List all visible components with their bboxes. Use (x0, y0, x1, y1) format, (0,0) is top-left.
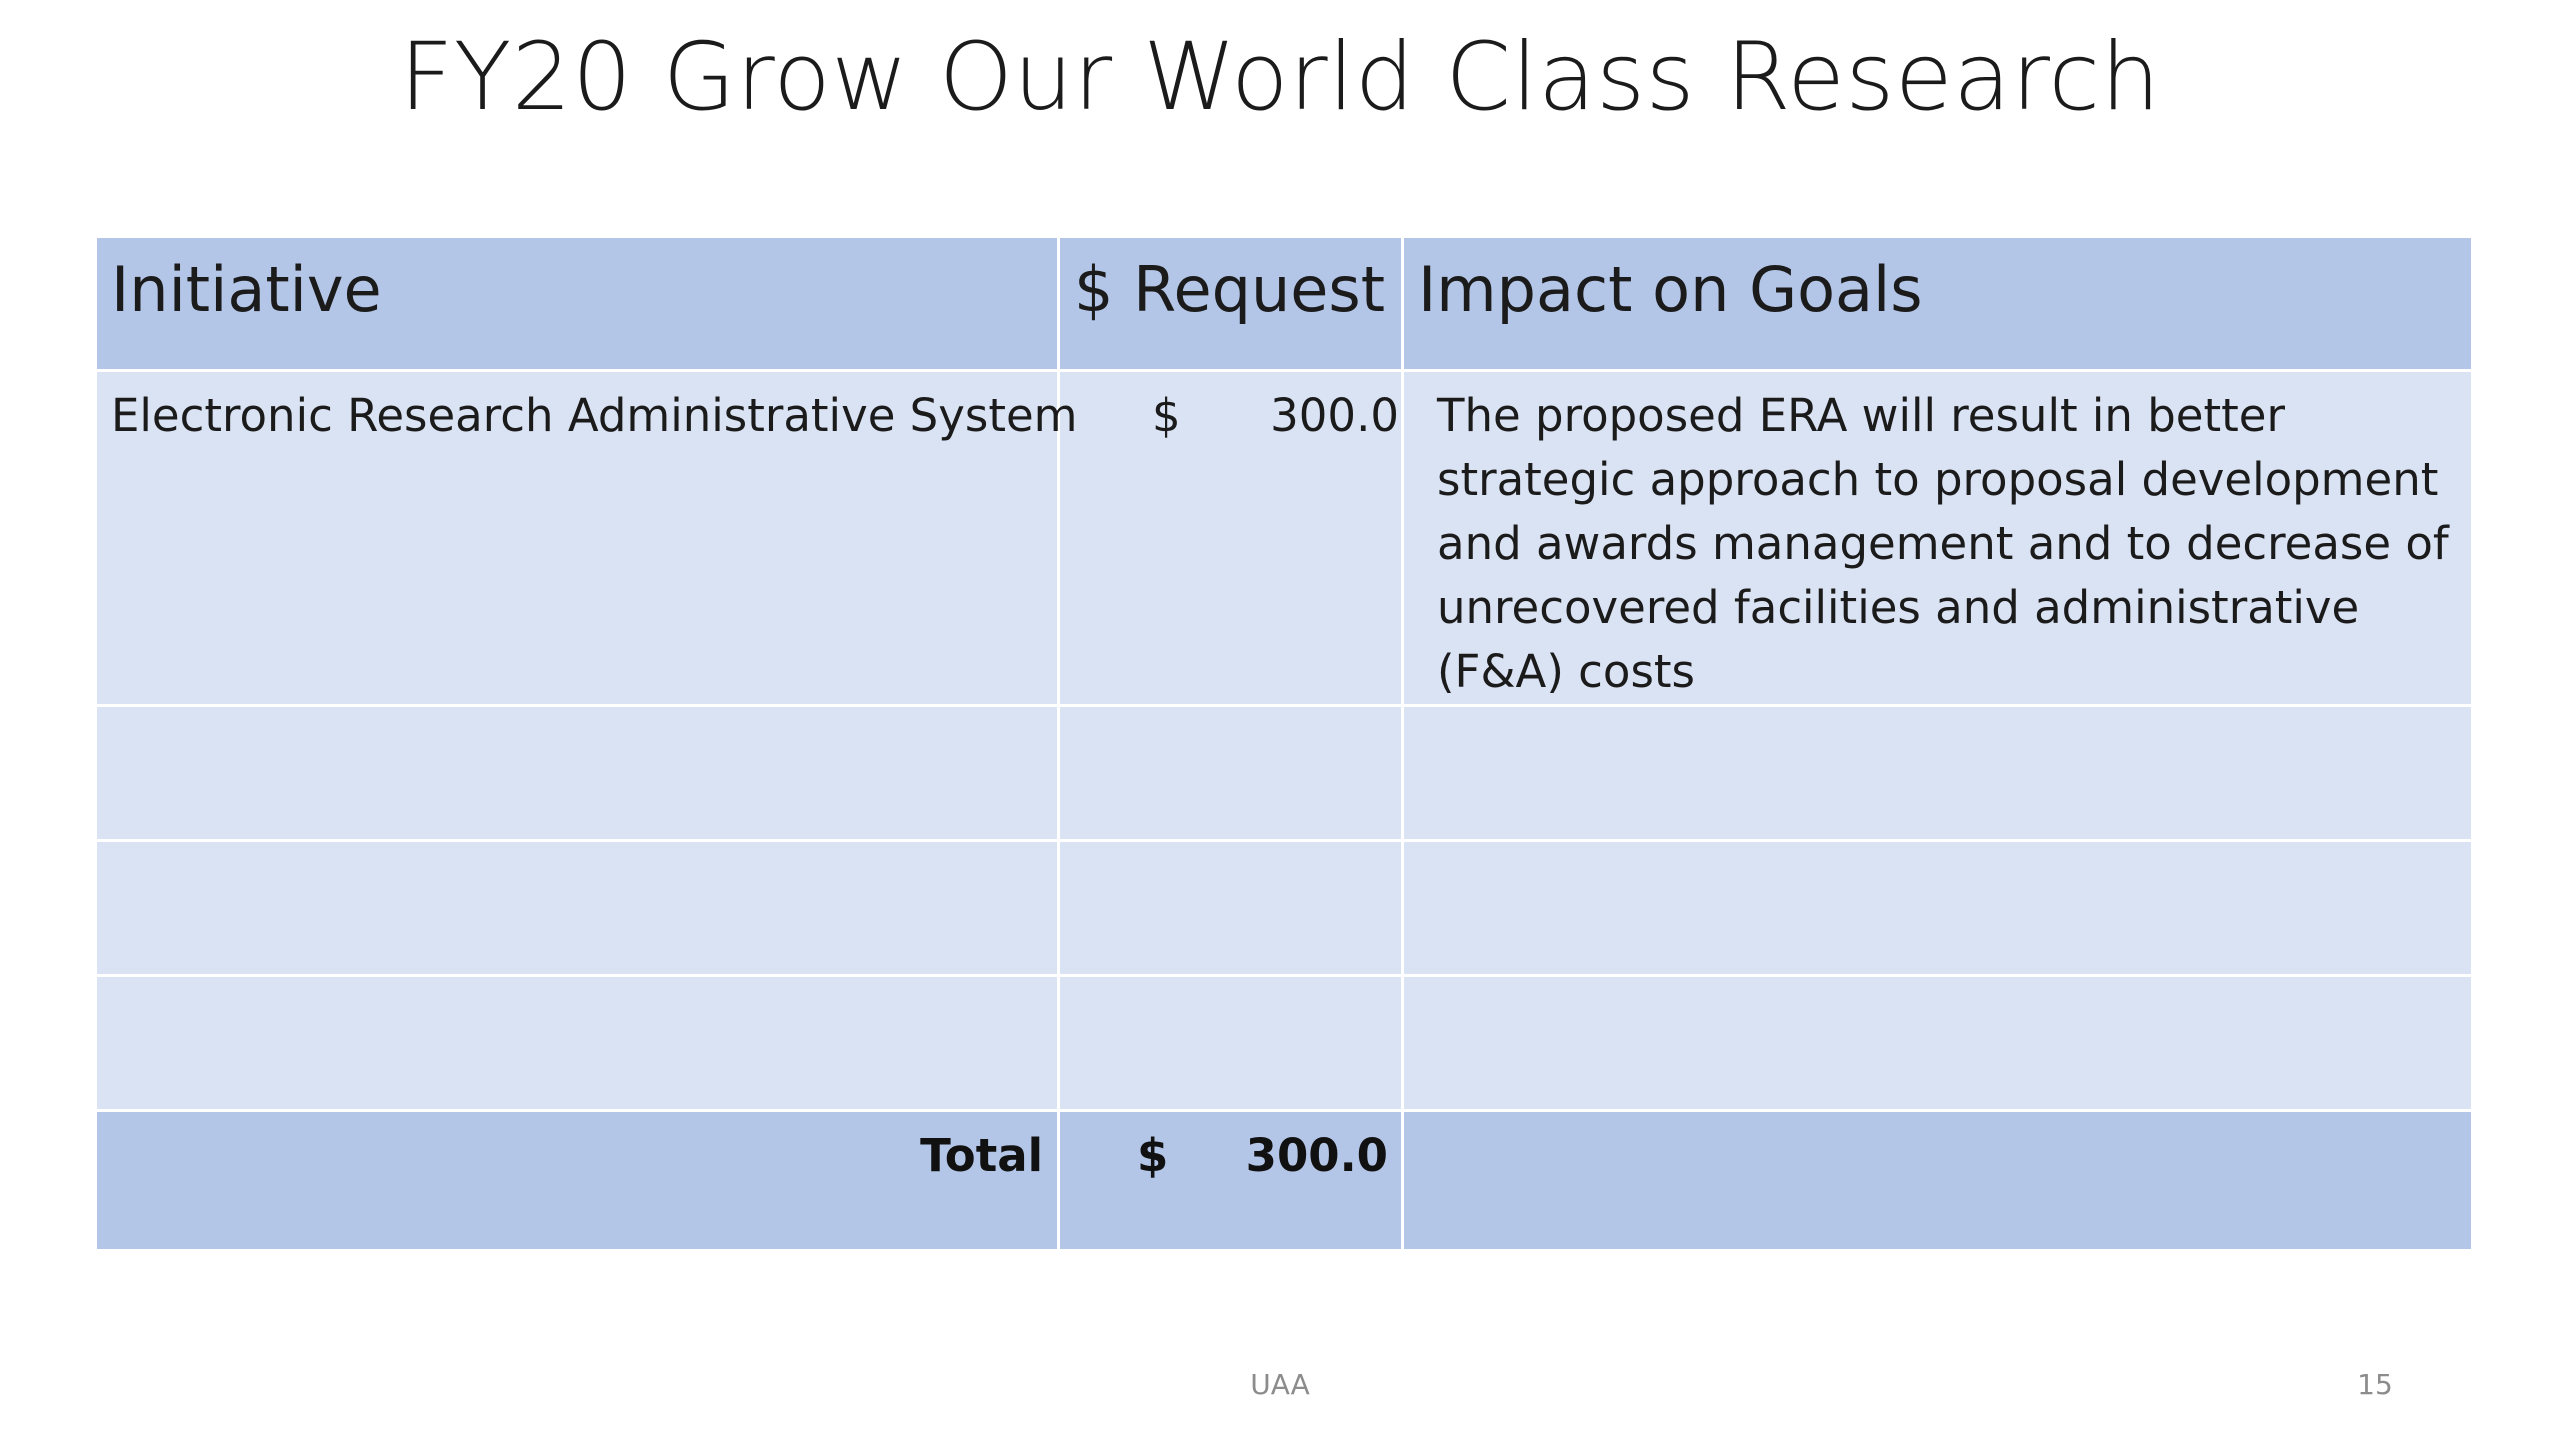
cell-initiative (94, 839, 1060, 977)
table-row (94, 974, 2474, 1112)
slide-title: FY20 Grow Our World Class Research (399, 23, 2161, 132)
impact-text (1404, 977, 2471, 989)
table-row: Electronic Research Administrative Syste… (94, 369, 2474, 707)
currency-symbol: $ (1137, 1129, 1169, 1182)
cell-impact (1401, 839, 2474, 977)
table-row (94, 704, 2474, 842)
cell-total-amount: $ 300.0 (1057, 1109, 1404, 1252)
cell-request: $ 300.0 (1057, 369, 1404, 707)
cell-impact: The proposed ERA will result in better s… (1401, 369, 2474, 707)
total-amount-value: 300.0 (1245, 1129, 1388, 1182)
table-total-row: Total $ 300.0 (94, 1109, 2474, 1252)
table-row (94, 839, 2474, 977)
cell-request (1057, 974, 1404, 1112)
cell-impact (1401, 704, 2474, 842)
cell-request (1057, 704, 1404, 842)
initiative-text (97, 707, 1057, 719)
impact-text (1404, 842, 2471, 854)
request-amount (1060, 707, 1401, 719)
cell-request (1057, 839, 1404, 977)
cell-total-impact (1401, 1109, 2474, 1252)
cell-initiative: Electronic Research Administrative Syste… (94, 369, 1078, 707)
slide-number: 15 (2357, 1368, 2393, 1401)
footer-organization: UAA (1250, 1368, 1310, 1401)
cell-impact (1401, 974, 2474, 1112)
total-impact-text (1404, 1112, 2471, 1124)
initiative-text (97, 842, 1057, 854)
impact-text: The proposed ERA will result in better s… (1437, 389, 2449, 698)
total-amount: $ 300.0 (1060, 1112, 1401, 1188)
impact-text (1404, 707, 2471, 719)
amount-value: 300.0 (1270, 389, 1399, 442)
header-request: $ Request (1057, 235, 1404, 372)
total-label: Total (920, 1129, 1043, 1182)
budget-table: Initiative $ Request Impact on Goals Ele… (94, 235, 2474, 1252)
cell-total-label: Total (94, 1109, 1060, 1252)
initiative-text: Electronic Research Administrative Syste… (111, 389, 1078, 442)
header-initiative: Initiative (94, 235, 1060, 372)
budget-table-container: Initiative $ Request Impact on Goals Ele… (94, 235, 2474, 1252)
initiative-text (97, 977, 1057, 989)
cell-initiative (94, 974, 1060, 1112)
table-header-row: Initiative $ Request Impact on Goals (94, 235, 2474, 372)
header-impact: Impact on Goals (1401, 235, 2474, 372)
currency-symbol: $ (1152, 389, 1181, 442)
request-amount: $ 300.0 (1060, 372, 1401, 448)
request-amount (1060, 977, 1401, 989)
request-amount (1060, 842, 1401, 854)
cell-initiative (94, 704, 1060, 842)
